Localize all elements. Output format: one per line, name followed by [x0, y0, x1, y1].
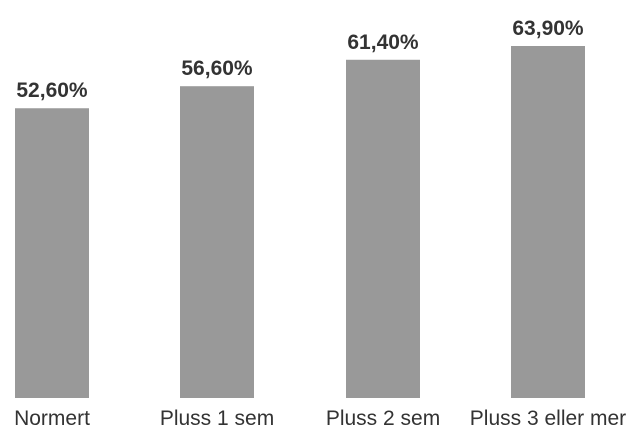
value-label-0: 52,60% [16, 79, 88, 102]
category-label-1: Pluss 1 sem [160, 407, 274, 430]
bar-1 [180, 86, 254, 398]
category-label-3: Pluss 3 eller mer [470, 407, 626, 430]
bar-3 [511, 46, 585, 398]
bars-group [15, 46, 585, 399]
value-labels-group: 52,60% 56,60% 61,40% 63,90% [16, 17, 584, 102]
value-label-2: 61,40% [347, 31, 419, 54]
bar-0 [15, 108, 89, 399]
value-label-1: 56,60% [181, 57, 253, 80]
value-label-3: 63,90% [512, 17, 584, 40]
category-label-2: Pluss 2 sem [326, 407, 440, 430]
category-label-0: Normert [14, 407, 90, 430]
category-labels-group: Normert Pluss 1 sem Pluss 2 sem Pluss 3 ell… [14, 407, 626, 430]
bar-2 [346, 59, 420, 399]
